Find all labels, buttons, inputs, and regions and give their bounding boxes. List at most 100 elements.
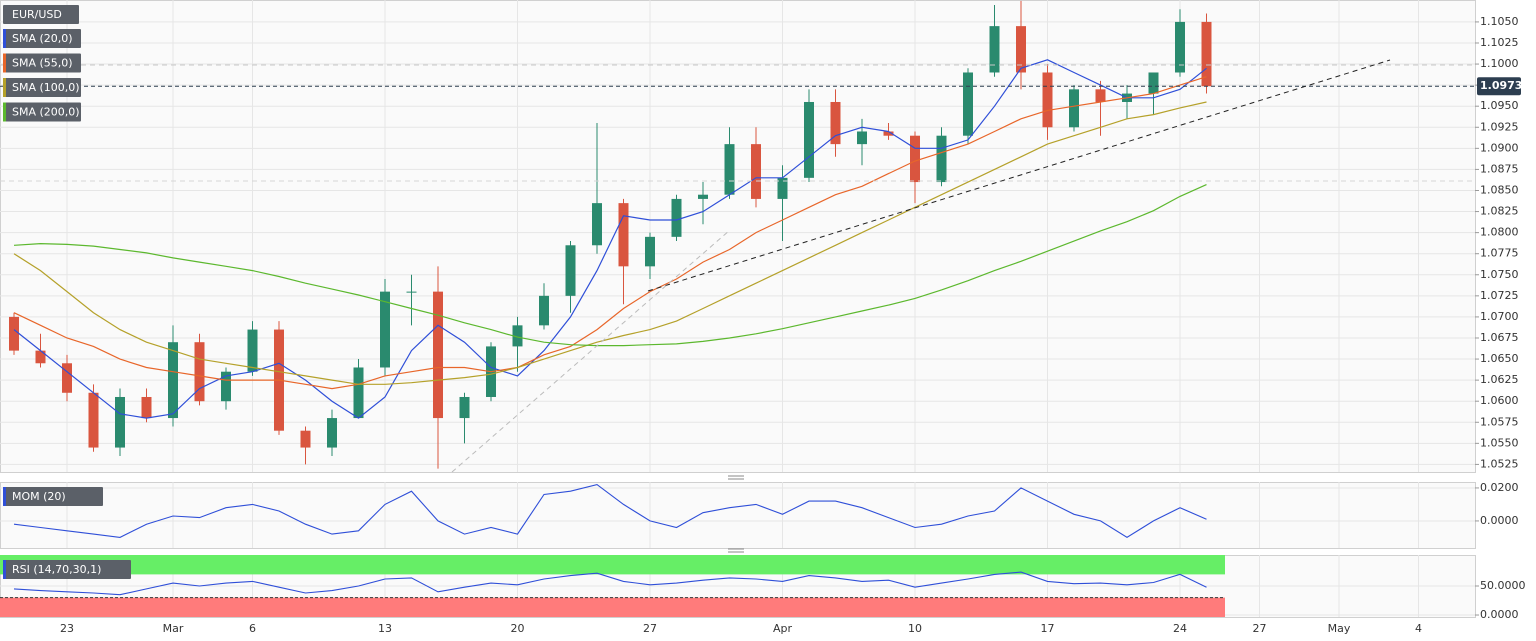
legend-swatch xyxy=(3,53,6,73)
candle-body xyxy=(300,430,311,448)
x-tick-label: 27 xyxy=(643,622,657,635)
y-tick-label: 1.1025 xyxy=(1480,36,1519,49)
candle-body xyxy=(433,291,443,419)
legend-box xyxy=(3,560,131,579)
x-tick-label: 10 xyxy=(908,622,922,635)
y-tick-label: 1.0875 xyxy=(1480,162,1519,175)
candle-body xyxy=(88,392,99,448)
price-pane xyxy=(0,0,1476,473)
candle-body xyxy=(857,131,867,145)
candle-body xyxy=(883,131,894,136)
x-tick-label: 27 xyxy=(1253,622,1267,635)
y-tick-label: 1.0575 xyxy=(1480,415,1519,428)
candle-body xyxy=(592,203,602,246)
y-tick-label: 1.0900 xyxy=(1480,141,1519,154)
legend-box xyxy=(3,5,79,24)
candle-body xyxy=(1201,21,1212,87)
candle-body xyxy=(168,342,178,419)
y-tick-label: 1.0550 xyxy=(1480,436,1519,449)
x-tick-label: May xyxy=(1328,622,1351,635)
candle-body xyxy=(777,177,788,199)
y-tick-label: 0.0000 xyxy=(1480,608,1519,621)
candle-body xyxy=(963,72,973,136)
candle-body xyxy=(1148,72,1159,94)
candle-body xyxy=(9,316,19,351)
candle-body xyxy=(35,350,46,364)
candle-body xyxy=(62,363,72,393)
y-tick-label: 1.0950 xyxy=(1480,99,1519,112)
y-tick-label: 1.0775 xyxy=(1480,247,1519,260)
candle-body xyxy=(1175,21,1185,73)
y-tick-label: 50.0000 xyxy=(1480,579,1526,592)
candle-body xyxy=(221,371,231,402)
candle-body xyxy=(406,291,417,293)
y-tick-label: 1.0725 xyxy=(1480,289,1519,302)
trend-line xyxy=(451,229,731,473)
legend-box xyxy=(3,487,103,506)
trend-line xyxy=(647,59,1391,292)
y-tick-label: 1.0825 xyxy=(1480,205,1519,218)
legend-label: RSI (14,70,30,1) xyxy=(12,563,101,576)
candle-body xyxy=(989,26,1000,73)
last-price-label: 1.09737 xyxy=(1480,79,1530,92)
legend-label: EUR/USD xyxy=(12,8,62,21)
legend-swatch xyxy=(3,560,6,579)
y-tick-label: 1.1050 xyxy=(1480,15,1519,28)
x-tick-label: 24 xyxy=(1173,622,1187,635)
candle-body xyxy=(698,194,708,199)
pane-handle[interactable] xyxy=(728,475,744,480)
x-tick-label: 13 xyxy=(378,622,392,635)
candle-body xyxy=(910,135,920,183)
y-tick-label: 1.0925 xyxy=(1480,120,1519,133)
y-tick-label: 1.0625 xyxy=(1480,373,1519,386)
candle-body xyxy=(1016,26,1026,73)
legend-swatch xyxy=(3,102,6,122)
y-tick-label: 1.0650 xyxy=(1480,352,1519,365)
y-tick-label: 1.0850 xyxy=(1480,183,1519,196)
marks-layer xyxy=(0,0,1475,617)
legend-label: SMA (100,0) xyxy=(12,81,80,94)
overbought-band xyxy=(0,555,1225,575)
pane-handle[interactable] xyxy=(728,548,744,553)
legend-box xyxy=(3,29,81,48)
y-tick-label: 1.0525 xyxy=(1480,457,1519,470)
candle-body xyxy=(1095,89,1106,102)
candle-body xyxy=(751,144,761,199)
sma-line xyxy=(13,76,1207,390)
y-tick-label: 1.1000 xyxy=(1480,57,1519,70)
candle-body xyxy=(194,342,205,402)
sma-line xyxy=(13,101,1207,385)
legend-swatch xyxy=(3,29,6,48)
candle-body xyxy=(936,135,947,183)
x-tick-label: 6 xyxy=(249,622,256,635)
indicator-line xyxy=(13,571,1207,596)
candle-body xyxy=(671,198,682,237)
y-tick-label: 1.0600 xyxy=(1480,394,1519,407)
candle-body xyxy=(141,396,152,419)
y-tick-label: 0.0200 xyxy=(1480,481,1519,494)
sma-line xyxy=(13,184,1207,347)
legend-swatch xyxy=(3,487,6,506)
legend-label: SMA (55,0) xyxy=(12,57,73,70)
overlay-layer: 23 Mar 6 13 20 27 Apr 10 17 24 27 May 4 1.0525 1.0550 1… xyxy=(3,5,1530,635)
candle-body xyxy=(380,291,390,368)
x-tick-label: 23 xyxy=(60,622,74,635)
candle-body xyxy=(327,418,337,448)
candle-body xyxy=(804,101,814,178)
x-tick-label: Apr xyxy=(773,622,793,635)
legend-label: MOM (20) xyxy=(12,490,66,503)
candle-body xyxy=(565,245,576,296)
x-tick-label: Mar xyxy=(163,622,184,635)
last-price-box xyxy=(1477,77,1521,96)
y-tick-label: 1.0800 xyxy=(1480,226,1519,239)
candle-body xyxy=(830,101,841,145)
indicator-line xyxy=(13,484,1207,539)
candle-body xyxy=(724,144,735,195)
candle-body xyxy=(1069,89,1079,128)
y-tick-label: 0.0000 xyxy=(1480,514,1519,527)
legend-swatch xyxy=(3,78,6,97)
candle-body xyxy=(1042,72,1053,128)
sma-line xyxy=(13,59,1207,419)
oversold-band xyxy=(0,597,1225,617)
y-tick-label: 1.0700 xyxy=(1480,310,1519,323)
